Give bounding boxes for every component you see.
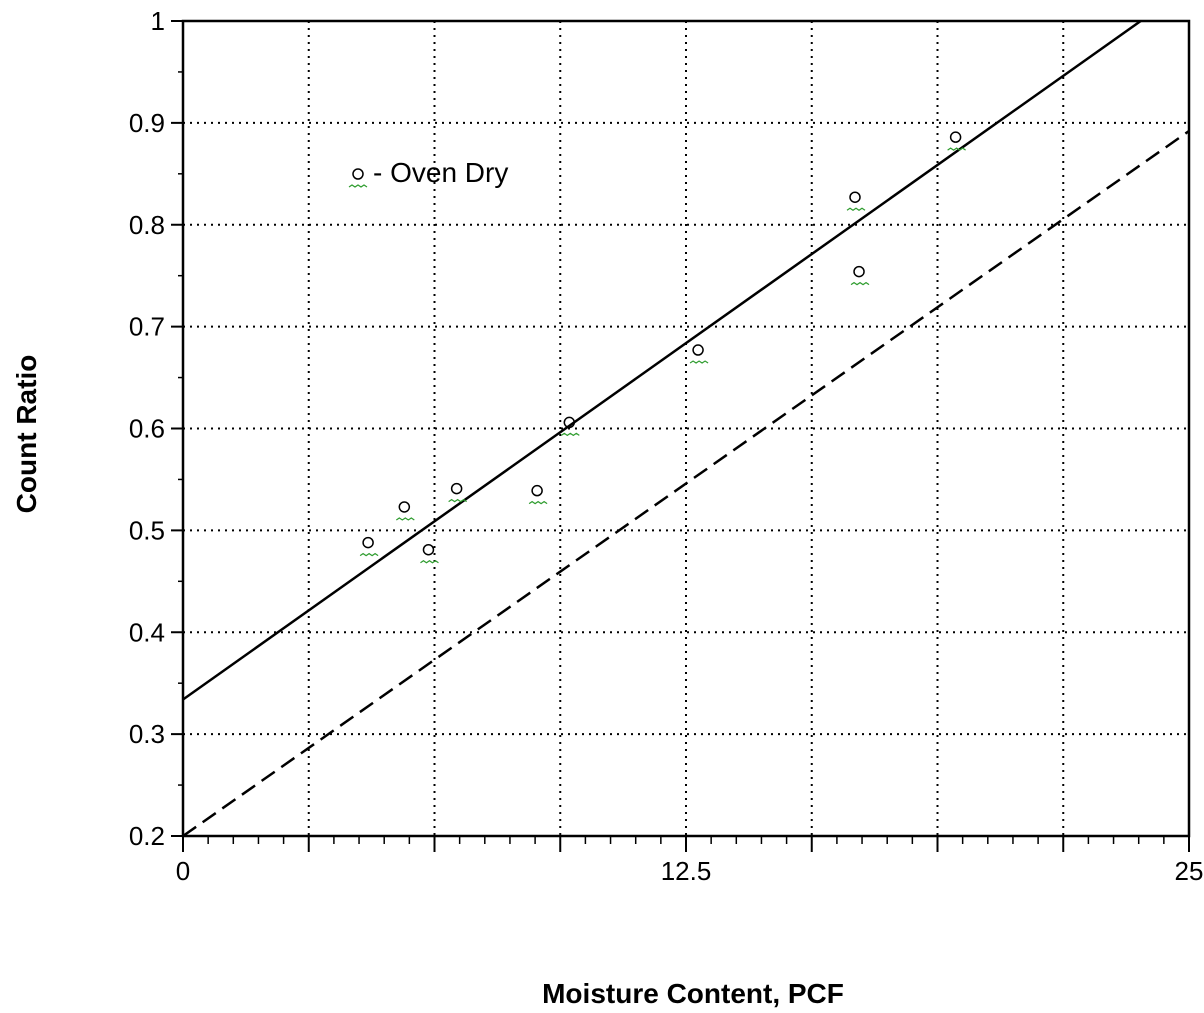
data-points [359, 131, 966, 564]
data-point [692, 344, 704, 356]
solid-fit-line [183, 21, 1142, 701]
data-point-squiggle [528, 500, 548, 505]
data-point [849, 191, 861, 203]
x-tick-label: 0 [176, 856, 190, 886]
y-tick-label: 0.5 [129, 515, 165, 545]
y-tick-label: 0.6 [129, 414, 165, 444]
legend-label: - Oven Dry [373, 157, 508, 188]
y-tick-label: 0.8 [129, 210, 165, 240]
y-tick-label: 0.4 [129, 617, 165, 647]
data-point [563, 416, 576, 429]
data-point-squiggle [689, 360, 709, 364]
data-point [398, 501, 411, 513]
fit-lines [183, 21, 1189, 836]
gridlines [183, 21, 1189, 836]
data-point-squiggle [846, 207, 866, 211]
dashed-fit-line [183, 130, 1189, 836]
minor-ticks [178, 71, 1165, 844]
y-tick-label: 1 [151, 6, 165, 36]
data-point [531, 484, 543, 497]
data-point-squiggle [560, 432, 580, 437]
data-point [362, 536, 374, 549]
data-point-squiggle [947, 147, 966, 151]
legend-marker [352, 168, 364, 180]
x-tick-label: 12.5 [661, 856, 712, 886]
data-point [422, 543, 435, 556]
tick-labels: 0 12.5 25 0.2 0.3 0.4 0.5 0.6 0.7 0.8 0.9 1 [129, 6, 1204, 886]
legend: - Oven Dry [348, 157, 508, 188]
major-ticks [171, 20, 1190, 852]
data-point [949, 131, 962, 143]
data-point-squiggle [395, 517, 415, 521]
data-point-squiggle [850, 281, 870, 286]
x-tick-label: 25 [1175, 856, 1204, 886]
legend-squiggle [348, 184, 368, 188]
data-point [450, 482, 463, 495]
y-tick-label: 0.3 [129, 719, 165, 749]
y-tick-label: 0.9 [129, 108, 165, 138]
data-point [853, 265, 865, 278]
data-point-squiggle [448, 498, 467, 503]
y-tick-label: 0.2 [129, 821, 165, 851]
data-point-squiggle [420, 560, 439, 564]
data-point-squiggle [359, 552, 379, 557]
y-tick-label: 0.7 [129, 312, 165, 342]
x-axis-title: Moisture Content, PCF [542, 978, 844, 1009]
y-axis-title: Count Ratio [11, 355, 42, 514]
